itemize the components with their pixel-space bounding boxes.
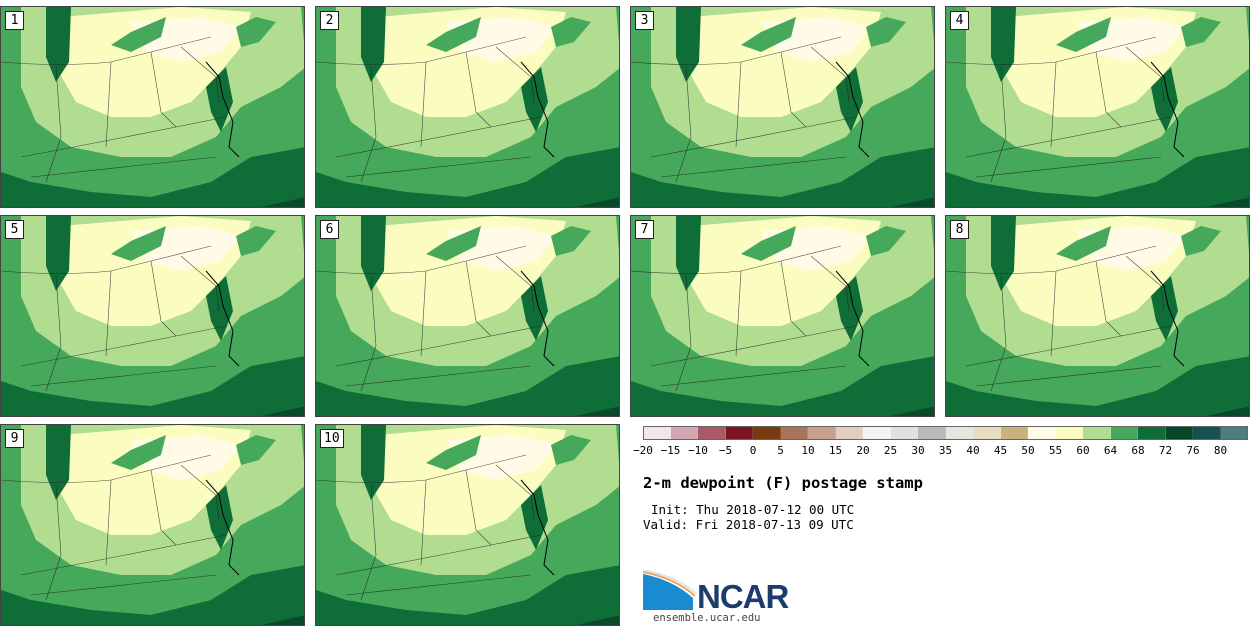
postage-stamp-panel: 8: [945, 215, 1250, 417]
colorbar-swatch: [1110, 426, 1138, 440]
postage-stamp-panel: 6: [315, 215, 620, 417]
colorbar-tick-label: 68: [1131, 444, 1145, 457]
colorbar-swatch: [753, 426, 781, 440]
dewpoint-map: [316, 7, 619, 207]
colorbar-tick-label: 25: [883, 444, 898, 457]
colorbar-tick-label: 40: [966, 444, 980, 457]
website-label: ensemble.ucar.edu: [653, 612, 761, 624]
colorbar-tick-label: −20: [633, 444, 653, 457]
valid-time: Valid: Fri 2018-07-13 09 UTC: [643, 517, 854, 532]
panel-number-label: 4: [950, 11, 969, 30]
dewpoint-map: [1, 425, 304, 625]
colorbar-swatch: [973, 426, 1001, 440]
colorbar-tick-label: 76: [1186, 444, 1200, 457]
postage-stamp-panel: 4: [945, 6, 1250, 208]
colorbar-swatch: [918, 426, 946, 440]
colorbar-tick-label: 20: [856, 444, 870, 457]
colorbar-swatch: [890, 426, 918, 440]
panel-number-label: 3: [635, 11, 654, 30]
postage-stamp-panel: 10: [315, 424, 620, 626]
dewpoint-map: [316, 425, 619, 625]
postage-stamp-panel: 7: [630, 215, 935, 417]
colorbar-swatch: [1220, 426, 1248, 440]
dewpoint-map: [631, 7, 934, 207]
colorbar-tick-label: 10: [801, 444, 815, 457]
panel-number-label: 2: [320, 11, 339, 30]
colorbar-swatch: [780, 426, 808, 440]
plot-title: 2-m dewpoint (F) postage stamp: [643, 474, 923, 492]
colorbar-tick-label: −10: [688, 444, 708, 457]
colorbar-tick-label: 15: [828, 444, 843, 457]
panel-number-label: 1: [5, 11, 24, 30]
colorbar-swatch: [643, 426, 671, 440]
postage-stamp-panel: 5: [0, 215, 305, 417]
colorbar-tick-label: 80: [1213, 444, 1228, 457]
colorbar-swatch: [1138, 426, 1166, 440]
panel-number-label: 5: [5, 220, 24, 239]
colorbar-swatch: [1000, 426, 1028, 440]
colorbar-swatch: [808, 426, 836, 440]
colorbar-tick-label: 64: [1103, 444, 1118, 457]
colorbar-tick-label: 72: [1158, 444, 1173, 457]
colorbar-swatch: [1028, 426, 1056, 440]
panel-number-label: 7: [635, 220, 654, 239]
colorbar-swatch: [863, 426, 891, 440]
dewpoint-colorbar: [643, 426, 1248, 440]
colorbar-tick-label: −15: [660, 444, 681, 457]
colorbar-swatch: [698, 426, 726, 440]
dewpoint-map: [1, 216, 304, 416]
panel-number-label: 6: [320, 220, 339, 239]
panel-number-label: 10: [320, 429, 344, 448]
colorbar-tick-label: 30: [911, 444, 925, 457]
colorbar-swatch: [1055, 426, 1083, 440]
panel-number-label: 9: [5, 429, 24, 448]
colorbar-swatch: [670, 426, 698, 440]
colorbar-tick-label: 0: [749, 444, 757, 457]
postage-stamp-panel: 3: [630, 6, 935, 208]
colorbar-swatch: [835, 426, 863, 440]
dewpoint-map: [946, 216, 1249, 416]
colorbar-tick-label: 5: [777, 444, 784, 457]
colorbar-tick-label: −5: [718, 444, 733, 457]
colorbar-tick-label: 50: [1021, 444, 1035, 457]
postage-stamp-panel: 2: [315, 6, 620, 208]
ncar-logo-icon: [643, 570, 698, 610]
colorbar-swatch: [1083, 426, 1111, 440]
colorbar-swatch: [945, 426, 973, 440]
dewpoint-map: [631, 216, 934, 416]
postage-stamp-panel: 1: [0, 6, 305, 208]
dewpoint-map: [946, 7, 1249, 207]
colorbar-swatch: [725, 426, 753, 440]
colorbar-swatch: [1165, 426, 1193, 440]
colorbar-tick-label: 55: [1048, 444, 1063, 457]
dewpoint-map: [1, 7, 304, 207]
colorbar-swatch: [1193, 426, 1221, 440]
colorbar-tick-label: 60: [1076, 444, 1090, 457]
colorbar-tick-label: 45: [993, 444, 1008, 457]
ncar-logo-text: NCAR: [697, 578, 789, 615]
postage-stamp-panel: 9: [0, 424, 305, 626]
dewpoint-map: [316, 216, 619, 416]
colorbar-tick-label: 35: [938, 444, 953, 457]
panel-number-label: 8: [950, 220, 969, 239]
init-time: Init: Thu 2018-07-12 00 UTC: [651, 502, 855, 517]
colorbar-tick-labels: −20 −15 −10 −5 0 5 10 15 20 25 30 35 40 45 50 55 60 64 68 7…: [633, 444, 1248, 458]
